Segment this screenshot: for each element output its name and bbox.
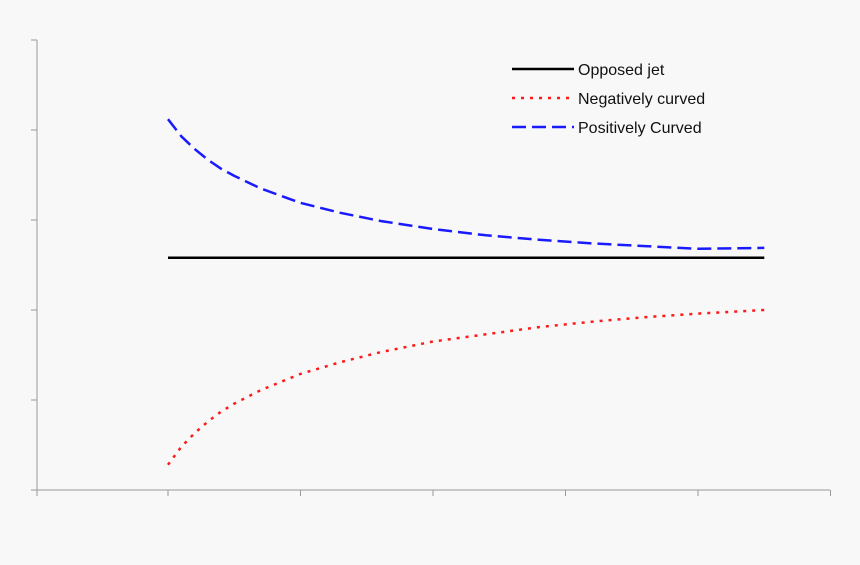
legend: Opposed jet Negatively curved Positively…: [512, 62, 705, 137]
legend-item-positively-curved: Positively Curved: [512, 120, 702, 137]
series-layer: [166, 118, 765, 466]
series-line-negatively-curved: [166, 308, 765, 466]
series-line-positively-curved: [167, 118, 765, 251]
legend-item-opposed-jet: Opposed jet: [512, 62, 665, 79]
legend-label-positively-curved: Positively Curved: [578, 120, 702, 137]
legend-label-negatively-curved: Negatively curved: [578, 91, 705, 108]
axes: [31, 39, 831, 496]
legend-label-opposed-jet: Opposed jet: [578, 62, 665, 79]
legend-item-negatively-curved: Negatively curved: [512, 91, 705, 108]
